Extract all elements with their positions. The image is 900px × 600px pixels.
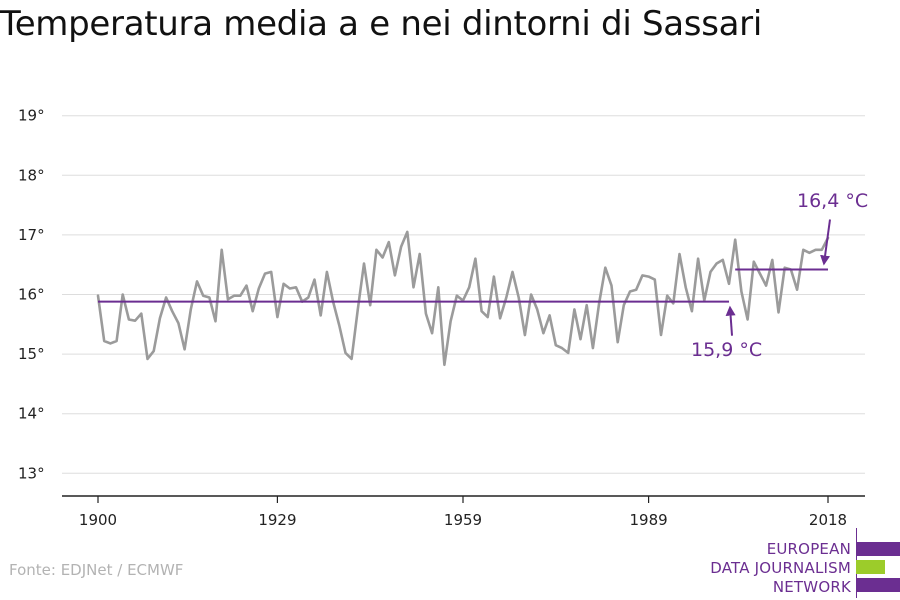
chart-title: Temperatura media a e nei dintorni di Sa… bbox=[0, 4, 762, 44]
logo-bar-purple-bottom bbox=[856, 578, 900, 592]
average-layer: 15,9 °C 16,4 °C bbox=[98, 190, 868, 361]
x-tick-label: 1900 bbox=[79, 511, 117, 529]
annotation-arrow-old bbox=[725, 305, 736, 336]
logo-line-1: EUROPEAN bbox=[766, 540, 851, 558]
x-axis: 1900 1929 1959 1989 2018 bbox=[62, 495, 865, 529]
annotation-arrow-new bbox=[820, 219, 831, 266]
grid bbox=[62, 115, 865, 474]
logo-bar-green bbox=[856, 560, 885, 574]
annotation-old-average: 15,9 °C bbox=[691, 339, 762, 361]
y-axis-ticks: 13° 14° 15° 16° 17° 18° 19° bbox=[18, 107, 45, 483]
y-tick-label: 18° bbox=[18, 166, 45, 184]
logo-text: EUROPEAN DATA JOURNALISM NETWORK bbox=[710, 540, 851, 597]
logo-line-3: NETWORK bbox=[772, 578, 851, 596]
annotation-new-average: 16,4 °C bbox=[797, 190, 868, 212]
source-note: Fonte: EDJNet / ECMWF bbox=[9, 561, 184, 579]
y-tick-label: 13° bbox=[18, 464, 45, 482]
y-tick-label: 15° bbox=[18, 345, 45, 363]
y-tick-label: 16° bbox=[18, 286, 45, 304]
y-tick-label: 14° bbox=[18, 405, 45, 423]
y-tick-label: 17° bbox=[18, 226, 45, 244]
x-tick-label: 1989 bbox=[629, 511, 667, 529]
x-tick-label: 1959 bbox=[444, 511, 482, 529]
edjnet-logo: EUROPEAN DATA JOURNALISM NETWORK bbox=[700, 528, 900, 598]
x-tick-label: 1929 bbox=[258, 511, 296, 529]
logo-line-2: DATA JOURNALISM bbox=[710, 559, 851, 577]
x-tick-label: 2018 bbox=[809, 511, 847, 529]
series-layer bbox=[96, 230, 830, 367]
logo-bar-purple-top bbox=[856, 542, 900, 556]
temperature-line bbox=[96, 230, 830, 367]
y-tick-label: 19° bbox=[18, 107, 45, 125]
